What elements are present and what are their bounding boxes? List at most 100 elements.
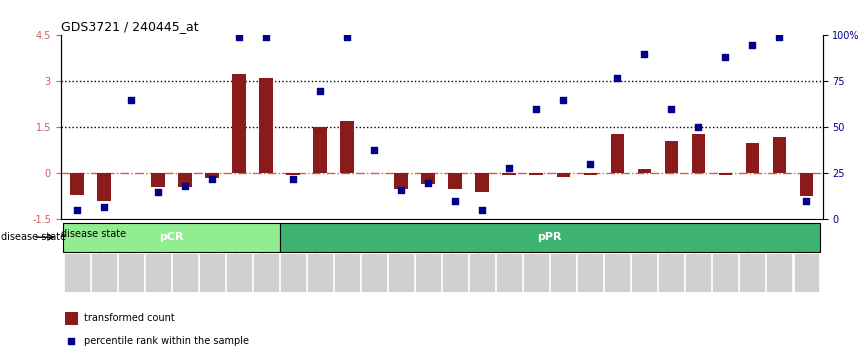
Text: percentile rank within the sample: percentile rank within the sample: [85, 336, 249, 346]
Point: [178, 183, 192, 189]
Bar: [63, 35, 90, 219]
Bar: [577, 35, 604, 219]
Bar: [253, 35, 280, 219]
Bar: [178, 173, 191, 187]
Point: [799, 198, 813, 204]
FancyBboxPatch shape: [280, 223, 820, 251]
Point: [124, 97, 138, 103]
Bar: [611, 133, 624, 173]
FancyBboxPatch shape: [226, 253, 252, 292]
Bar: [637, 169, 651, 173]
Bar: [70, 173, 84, 195]
FancyBboxPatch shape: [388, 253, 414, 292]
Bar: [739, 35, 766, 219]
FancyBboxPatch shape: [64, 253, 90, 292]
FancyBboxPatch shape: [766, 253, 792, 292]
Bar: [232, 74, 246, 173]
Point: [151, 189, 165, 195]
Bar: [442, 35, 469, 219]
Point: [772, 34, 786, 40]
Bar: [766, 35, 793, 219]
Text: pCR: pCR: [159, 232, 184, 242]
Bar: [799, 173, 813, 196]
FancyBboxPatch shape: [253, 253, 279, 292]
FancyBboxPatch shape: [658, 253, 684, 292]
Point: [286, 176, 300, 182]
Bar: [523, 35, 550, 219]
Bar: [313, 127, 326, 173]
Point: [97, 204, 111, 210]
Point: [664, 106, 678, 112]
FancyBboxPatch shape: [631, 253, 657, 292]
Point: [584, 161, 598, 167]
FancyBboxPatch shape: [793, 253, 819, 292]
Bar: [280, 35, 307, 219]
Point: [232, 34, 246, 40]
FancyBboxPatch shape: [361, 253, 387, 292]
FancyBboxPatch shape: [496, 253, 522, 292]
Bar: [394, 173, 408, 189]
Point: [367, 147, 381, 152]
Bar: [65, 312, 78, 325]
Text: disease state: disease state: [61, 229, 126, 239]
FancyBboxPatch shape: [199, 253, 225, 292]
Bar: [415, 35, 442, 219]
Bar: [145, 35, 171, 219]
Point: [475, 207, 489, 213]
Bar: [502, 173, 516, 175]
Bar: [712, 35, 739, 219]
Point: [70, 207, 84, 213]
FancyBboxPatch shape: [740, 253, 766, 292]
Bar: [259, 78, 273, 173]
FancyBboxPatch shape: [118, 253, 144, 292]
Bar: [307, 35, 333, 219]
Bar: [658, 35, 685, 219]
Point: [421, 180, 435, 185]
Bar: [793, 35, 820, 219]
Point: [205, 176, 219, 182]
Point: [259, 34, 273, 40]
Bar: [118, 35, 145, 219]
Bar: [171, 35, 198, 219]
Point: [502, 165, 516, 171]
FancyBboxPatch shape: [685, 253, 711, 292]
FancyBboxPatch shape: [443, 253, 469, 292]
FancyBboxPatch shape: [469, 253, 495, 292]
Bar: [719, 173, 732, 175]
FancyBboxPatch shape: [415, 253, 441, 292]
Bar: [152, 173, 165, 187]
FancyBboxPatch shape: [280, 253, 306, 292]
FancyBboxPatch shape: [578, 253, 604, 292]
Point: [449, 198, 462, 204]
Bar: [360, 35, 388, 219]
Bar: [225, 35, 253, 219]
Text: disease state: disease state: [1, 232, 67, 242]
Bar: [685, 35, 712, 219]
Bar: [692, 133, 705, 173]
Bar: [550, 35, 577, 219]
Point: [691, 125, 705, 130]
Bar: [90, 35, 118, 219]
Point: [340, 34, 354, 40]
FancyBboxPatch shape: [550, 253, 576, 292]
Bar: [205, 173, 219, 178]
Point: [394, 187, 408, 193]
Bar: [449, 173, 462, 189]
Bar: [97, 173, 111, 201]
Point: [556, 97, 570, 103]
Bar: [664, 141, 678, 173]
Bar: [604, 35, 630, 219]
FancyBboxPatch shape: [63, 223, 280, 251]
Text: GDS3721 / 240445_at: GDS3721 / 240445_at: [61, 20, 198, 33]
Point: [637, 51, 651, 57]
Bar: [529, 173, 543, 175]
FancyBboxPatch shape: [334, 253, 360, 292]
Bar: [198, 35, 225, 219]
Bar: [287, 173, 300, 175]
FancyBboxPatch shape: [145, 253, 171, 292]
Point: [746, 42, 759, 47]
Point: [719, 55, 733, 60]
Point: [369, 204, 383, 210]
FancyBboxPatch shape: [713, 253, 739, 292]
Point: [529, 106, 543, 112]
